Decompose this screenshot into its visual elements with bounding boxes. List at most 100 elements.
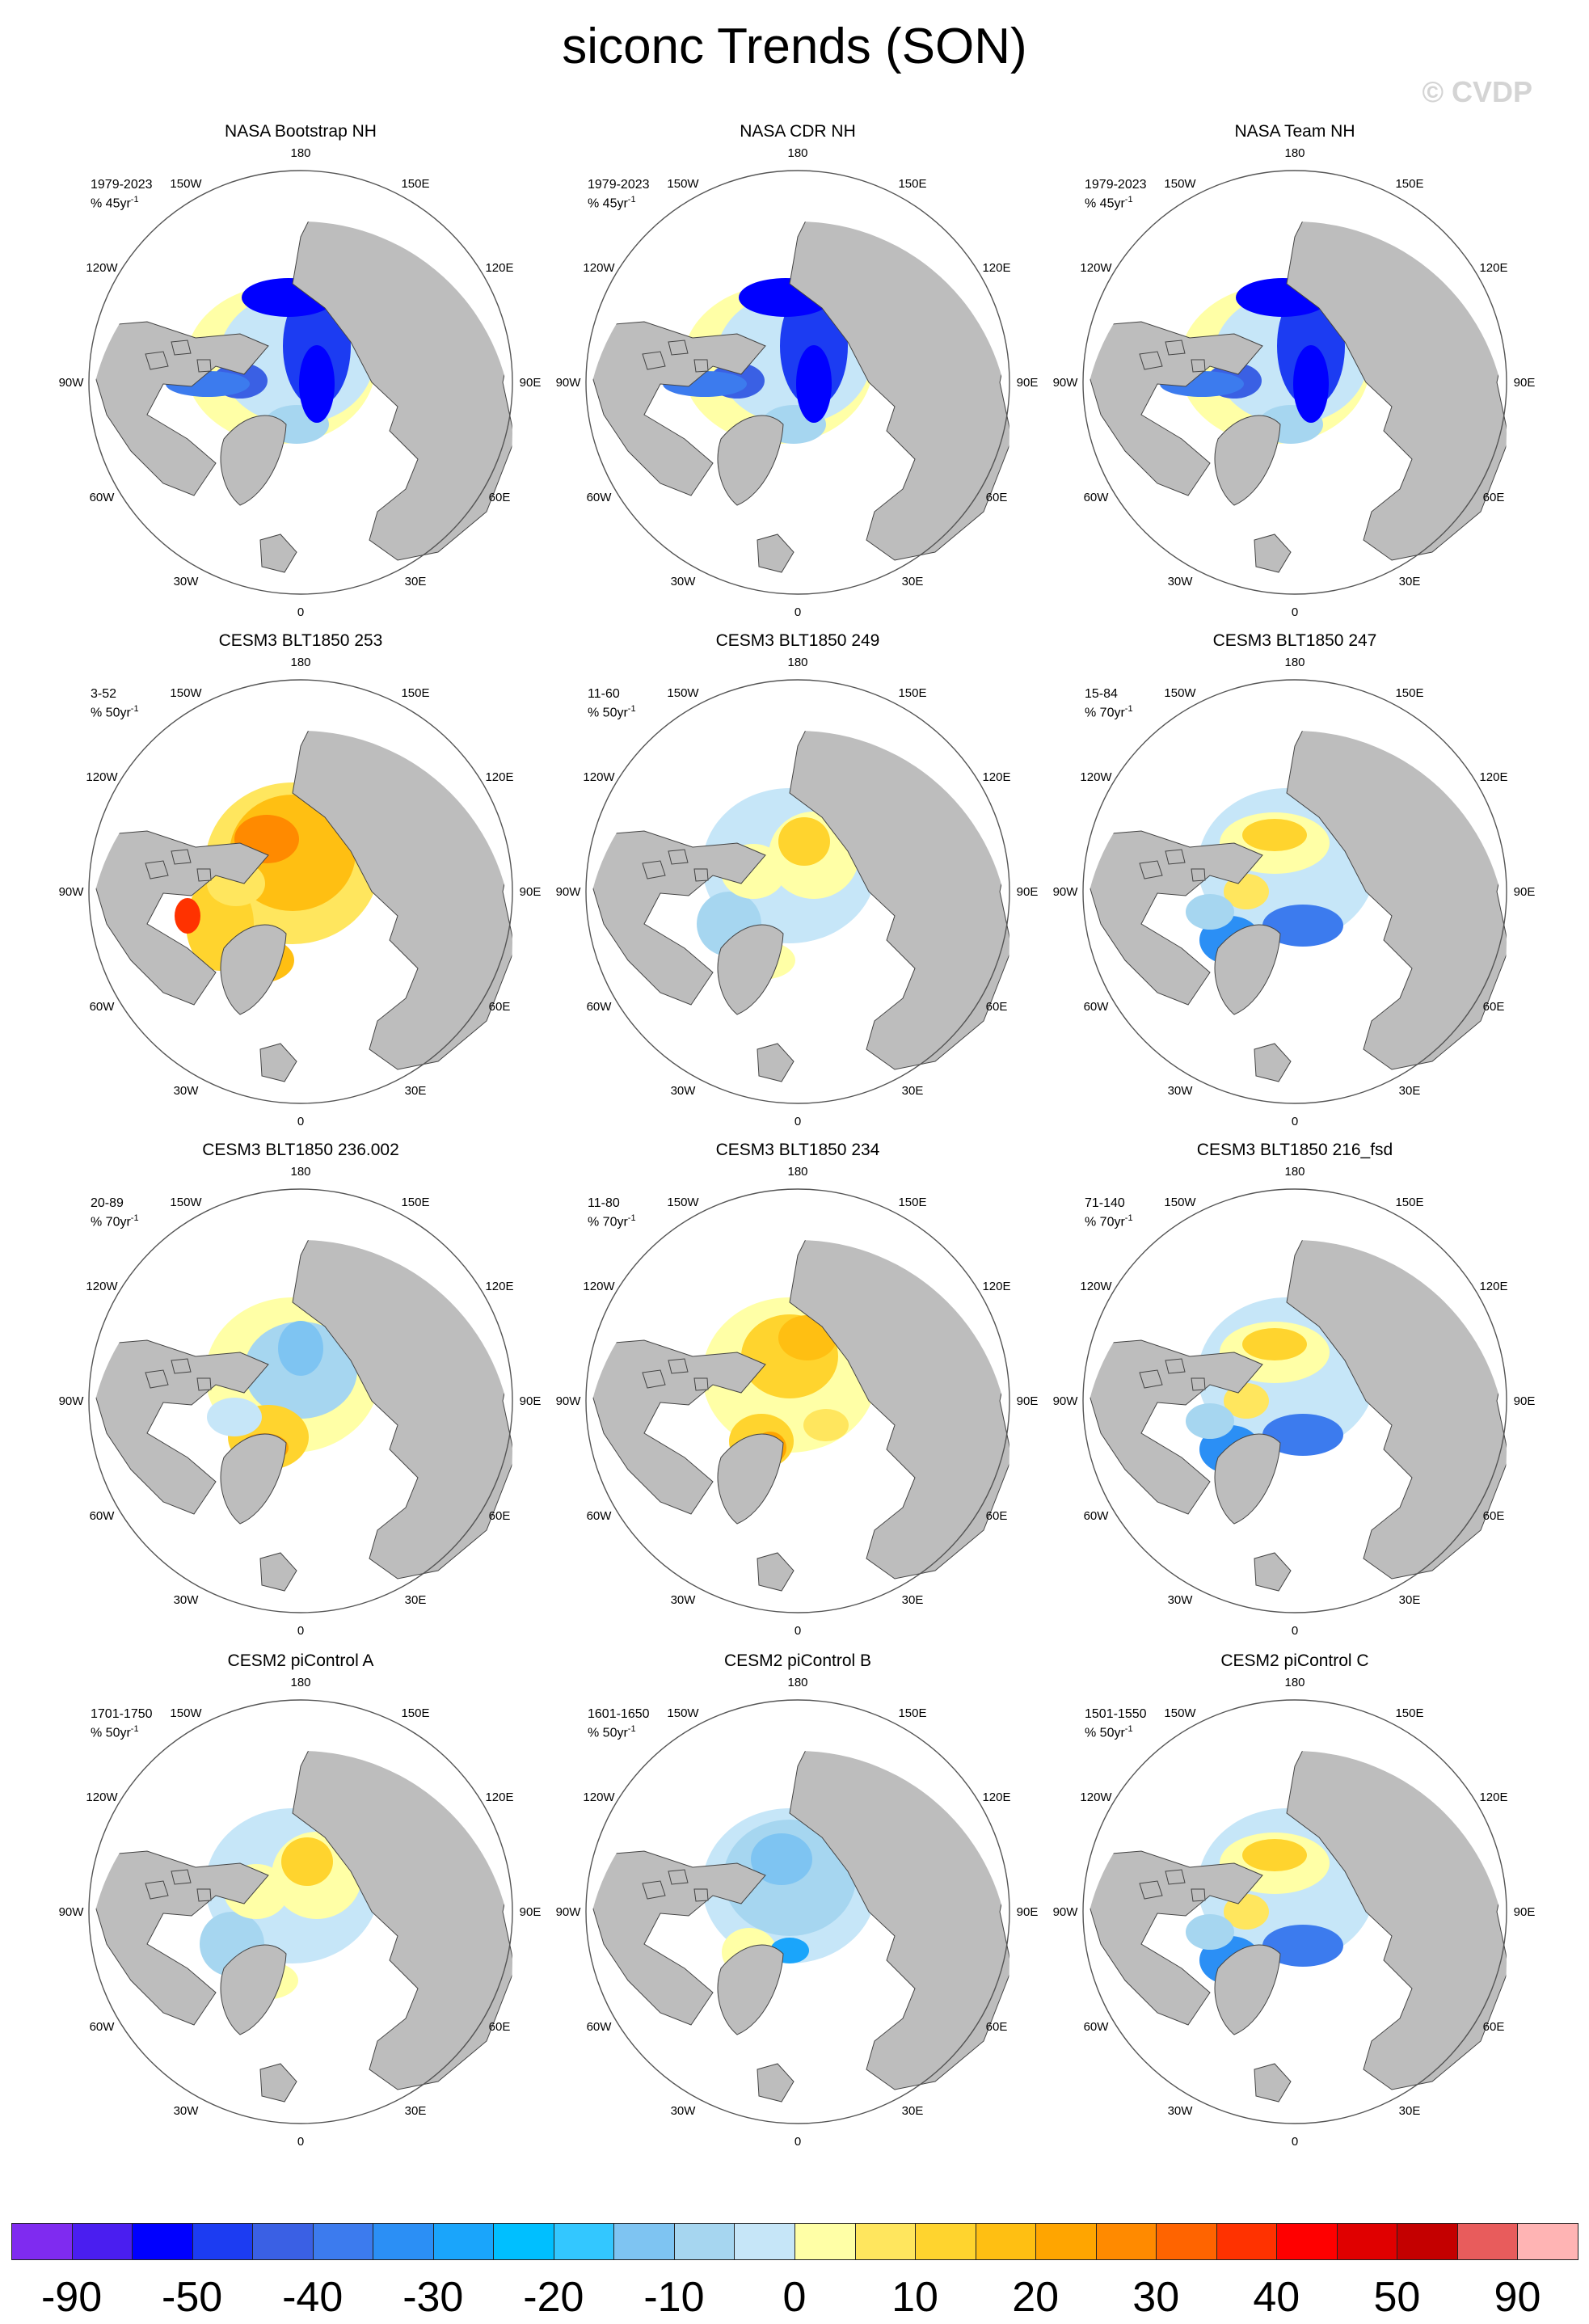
map-boundary xyxy=(88,679,513,1104)
landmass xyxy=(693,359,709,373)
landmass xyxy=(196,359,212,373)
longitude-label: 120W xyxy=(1080,770,1112,784)
longitude-label: 0 xyxy=(297,2135,304,2149)
longitude-label: 90W xyxy=(59,1905,85,1919)
trend-patch xyxy=(778,817,830,866)
longitude-label: 60E xyxy=(1483,1509,1505,1523)
polar-map: 180 150E 120E 90E 60E 30E 0 30W 60W 90W 120W 150W xyxy=(59,656,541,1154)
longitude-label: 0 xyxy=(297,605,304,619)
colorbar-segment xyxy=(252,2223,314,2260)
panel-years: 11-80 xyxy=(588,1196,620,1210)
landmass xyxy=(1165,340,1186,356)
longitude-label: 150E xyxy=(401,1196,429,1209)
units-label: % 50yr xyxy=(588,1726,628,1740)
panel-units: % 45yr-1 xyxy=(1085,192,1133,211)
trend-patch xyxy=(1293,345,1329,423)
longitude-label: 30E xyxy=(405,2104,427,2118)
landmass xyxy=(91,321,269,496)
landmass xyxy=(717,1433,784,1525)
polar-map: 180 150E 120E 90E 60E 30E 0 30W 60W 90W 120W 150W xyxy=(1053,1165,1535,1664)
page-title: siconc Trends (SON) xyxy=(562,19,1027,74)
longitude-label: 60W xyxy=(587,1000,613,1014)
panel-years: 1979-2023 xyxy=(91,178,153,192)
colorbar-segment xyxy=(71,2223,133,2260)
colorbar-segment xyxy=(1397,2223,1458,2260)
longitude-label: 90W xyxy=(59,376,85,390)
polar-map: 180 150E 120E 90E 60E 30E 0 30W 60W 90W 120W 150W xyxy=(59,1676,541,2174)
longitude-label: 30W xyxy=(174,1593,200,1607)
colorbar-segment xyxy=(854,2223,917,2260)
colorbar-segment xyxy=(734,2223,795,2260)
landmass xyxy=(220,1944,287,2035)
longitude-label: 30W xyxy=(1168,575,1194,588)
landmass xyxy=(1191,1888,1206,1902)
colorbar-segment xyxy=(1517,2223,1578,2260)
landmass xyxy=(1254,534,1292,573)
landmass xyxy=(91,830,269,1006)
longitude-label: 150W xyxy=(1164,1706,1196,1720)
map-boundary xyxy=(88,1699,513,2124)
longitude-label: 150E xyxy=(1395,686,1423,700)
units-label: % 50yr xyxy=(1085,1726,1125,1740)
map-panel: NASA Bootstrap NH 1979-2023% 45yr-1 180 150… xyxy=(50,121,551,645)
panel-years: 1601-1650 xyxy=(588,1707,650,1721)
units-label: % 70yr xyxy=(1085,706,1125,720)
trend-patch xyxy=(278,1321,323,1376)
longitude-label: 30E xyxy=(902,1593,924,1607)
longitude-label: 90E xyxy=(1017,1905,1039,1919)
panel-years: 71-140 xyxy=(1085,1196,1125,1210)
longitude-label: 0 xyxy=(794,1115,801,1128)
longitude-label: 90W xyxy=(1053,1905,1079,1919)
longitude-label: 60E xyxy=(1483,2020,1505,2034)
panel-units: % 45yr-1 xyxy=(91,192,139,211)
panel-title: CESM3 BLT1850 253 xyxy=(218,631,383,650)
landmass xyxy=(220,924,287,1015)
colorbar-segment xyxy=(312,2223,374,2260)
map-panel: NASA CDR NH 1979-2023% 45yr-1 180 150E 120E 9… xyxy=(547,121,1048,645)
map-panel: CESM3 BLT1850 234 11-80% 70yr-1 180 150E 120… xyxy=(547,1140,1048,1664)
longitude-label: 150E xyxy=(401,1706,429,1720)
units-exponent: -1 xyxy=(130,704,139,714)
longitude-label: 150W xyxy=(667,1706,699,1720)
longitude-label: 120E xyxy=(982,770,1010,784)
colorbar xyxy=(11,2223,1578,2260)
longitude-label: 180 xyxy=(787,1676,807,1689)
longitude-label: 90E xyxy=(1017,1394,1039,1408)
colorbar-segment xyxy=(673,2223,735,2260)
landmass xyxy=(196,1377,212,1391)
panel-title: CESM2 piControl A xyxy=(227,1651,374,1670)
longitude-label: 180 xyxy=(787,146,807,160)
longitude-label: 120E xyxy=(485,770,513,784)
units-exponent: -1 xyxy=(627,195,636,205)
landmass xyxy=(171,1358,192,1374)
longitude-label: 150E xyxy=(1395,1196,1423,1209)
units-exponent: -1 xyxy=(627,704,636,714)
colorbar-segment xyxy=(794,2223,856,2260)
longitude-label: 150E xyxy=(898,1706,926,1720)
landmass xyxy=(259,2063,297,2103)
landmass xyxy=(1085,321,1263,496)
panel-units: % 45yr-1 xyxy=(588,192,636,211)
longitude-label: 90E xyxy=(520,376,542,390)
landmass xyxy=(717,415,784,506)
units-label: % 50yr xyxy=(91,706,131,720)
colorbar-segment xyxy=(132,2223,193,2260)
panel-units: % 70yr-1 xyxy=(1085,1211,1133,1229)
landmass xyxy=(1085,1339,1263,1515)
landmass xyxy=(693,1377,709,1391)
longitude-label: 120W xyxy=(1080,1790,1112,1804)
trend-patch xyxy=(796,345,832,423)
panel-years: 20-89 xyxy=(91,1196,124,1210)
longitude-label: 30W xyxy=(671,1593,697,1607)
landmass xyxy=(1214,924,1281,1015)
colorbar-label: 50 xyxy=(1373,2274,1421,2321)
longitude-label: 90W xyxy=(1053,885,1079,899)
landmass xyxy=(1165,1869,1186,1885)
landmass xyxy=(668,1358,689,1374)
landmass xyxy=(588,1339,766,1515)
longitude-label: 30E xyxy=(902,575,924,588)
landmass xyxy=(1254,1552,1292,1592)
longitude-label: 30W xyxy=(1168,1084,1194,1098)
landmass xyxy=(145,351,169,370)
units-label: % 45yr xyxy=(1085,196,1125,211)
